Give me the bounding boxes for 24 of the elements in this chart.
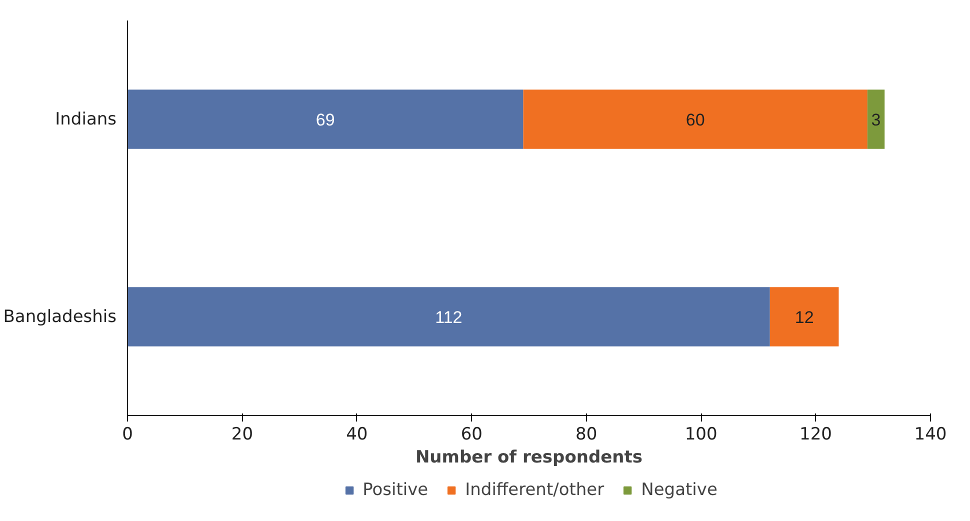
data-label: 12 <box>794 308 814 327</box>
x-axis-title: Number of respondents <box>415 448 643 468</box>
legend-label: Positive <box>362 480 428 500</box>
bar <box>128 287 770 346</box>
bar <box>128 90 524 149</box>
x-tick-label: 80 <box>576 424 598 444</box>
x-tick-label: 0 <box>122 424 133 444</box>
y-tick-label: Bangladeshis <box>3 306 117 327</box>
legend-label: Negative <box>641 480 718 500</box>
x-tick-label: 140 <box>914 424 947 444</box>
x-tick-label: 100 <box>684 424 718 444</box>
bar <box>770 287 839 346</box>
x-tick-label: 60 <box>460 424 482 444</box>
x-tick-label: 40 <box>346 424 368 444</box>
data-label: 60 <box>686 110 705 130</box>
bar <box>867 90 885 149</box>
bar <box>523 90 868 149</box>
data-label: 3 <box>871 110 881 130</box>
data-label: 112 <box>435 308 462 327</box>
x-tick-label: 120 <box>800 424 832 444</box>
data-label: 69 <box>316 110 335 130</box>
y-tick-label: Indians <box>55 109 117 130</box>
legend-label: Indifferent/other <box>465 480 604 500</box>
x-tick-label: 20 <box>231 424 254 444</box>
